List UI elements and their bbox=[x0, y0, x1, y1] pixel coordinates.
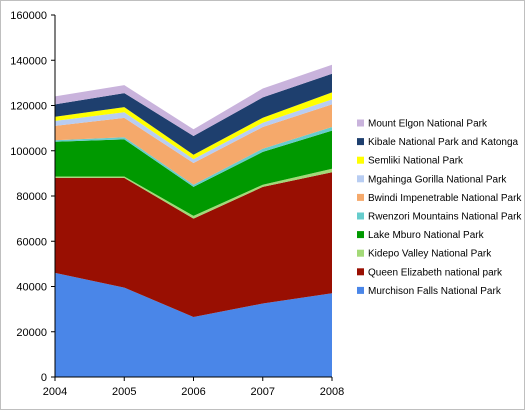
x-tick-label: 2007 bbox=[251, 386, 275, 398]
legend-label: Kidepo Valley National Park bbox=[368, 249, 492, 260]
area-series-6 bbox=[55, 99, 332, 163]
area-series-7 bbox=[55, 92, 332, 160]
x-tick-label: 2008 bbox=[320, 386, 344, 398]
area-series-8 bbox=[55, 73, 332, 155]
legend-label: Queen Elizabeth national park bbox=[368, 267, 503, 278]
y-tick-label: 140000 bbox=[10, 55, 47, 67]
legend-swatch bbox=[357, 231, 364, 239]
y-tick-label: 0 bbox=[41, 372, 47, 384]
y-tick-label: 100000 bbox=[10, 146, 47, 158]
legend-label: Semliki National Park bbox=[368, 156, 464, 167]
y-tick-label: 80000 bbox=[16, 191, 47, 203]
legend-swatch bbox=[357, 193, 364, 201]
y-tick-label: 40000 bbox=[16, 282, 47, 294]
axes-layer: 0 20000 40000 60000 80000 100000 120000 140000 1… bbox=[10, 10, 344, 398]
legend-swatch bbox=[357, 175, 364, 183]
y-tick-label: 20000 bbox=[16, 327, 47, 339]
legend-label: Murchison Falls National Park bbox=[368, 286, 502, 297]
legend-swatch bbox=[357, 156, 364, 164]
area-series-5 bbox=[55, 104, 332, 185]
y-tick-label: 160000 bbox=[10, 10, 47, 22]
legend-swatch bbox=[357, 119, 364, 127]
y-tick-label: 120000 bbox=[10, 101, 47, 113]
legend-label: Lake Mburo National Park bbox=[368, 230, 485, 241]
legend-label: Bwindi Impenetrable National Park bbox=[368, 193, 522, 204]
legend-swatch bbox=[357, 212, 364, 220]
legend-label: Rwenzori Mountains National Park bbox=[368, 212, 522, 223]
area-layer bbox=[55, 64, 332, 377]
legend-swatch bbox=[357, 138, 364, 146]
legend-swatch bbox=[357, 268, 364, 276]
x-tick-label: 2005 bbox=[112, 386, 136, 398]
x-tick-label: 2006 bbox=[181, 386, 205, 398]
y-tick-label: 60000 bbox=[16, 236, 47, 248]
legend-swatch bbox=[357, 249, 364, 257]
area-series-3 bbox=[55, 130, 332, 216]
legend: Mount Elgon National Park Kibale National… bbox=[357, 119, 522, 297]
area-series-0 bbox=[55, 272, 332, 377]
legend-label: Mount Elgon National Park bbox=[368, 119, 488, 130]
legend-label: Mgahinga Gorilla National Park bbox=[368, 174, 507, 185]
area-series-1 bbox=[55, 172, 332, 317]
legend-label: Kibale National Park and Katonga bbox=[368, 137, 519, 148]
x-tick-label: 2004 bbox=[43, 386, 67, 398]
legend-swatch bbox=[357, 286, 364, 294]
